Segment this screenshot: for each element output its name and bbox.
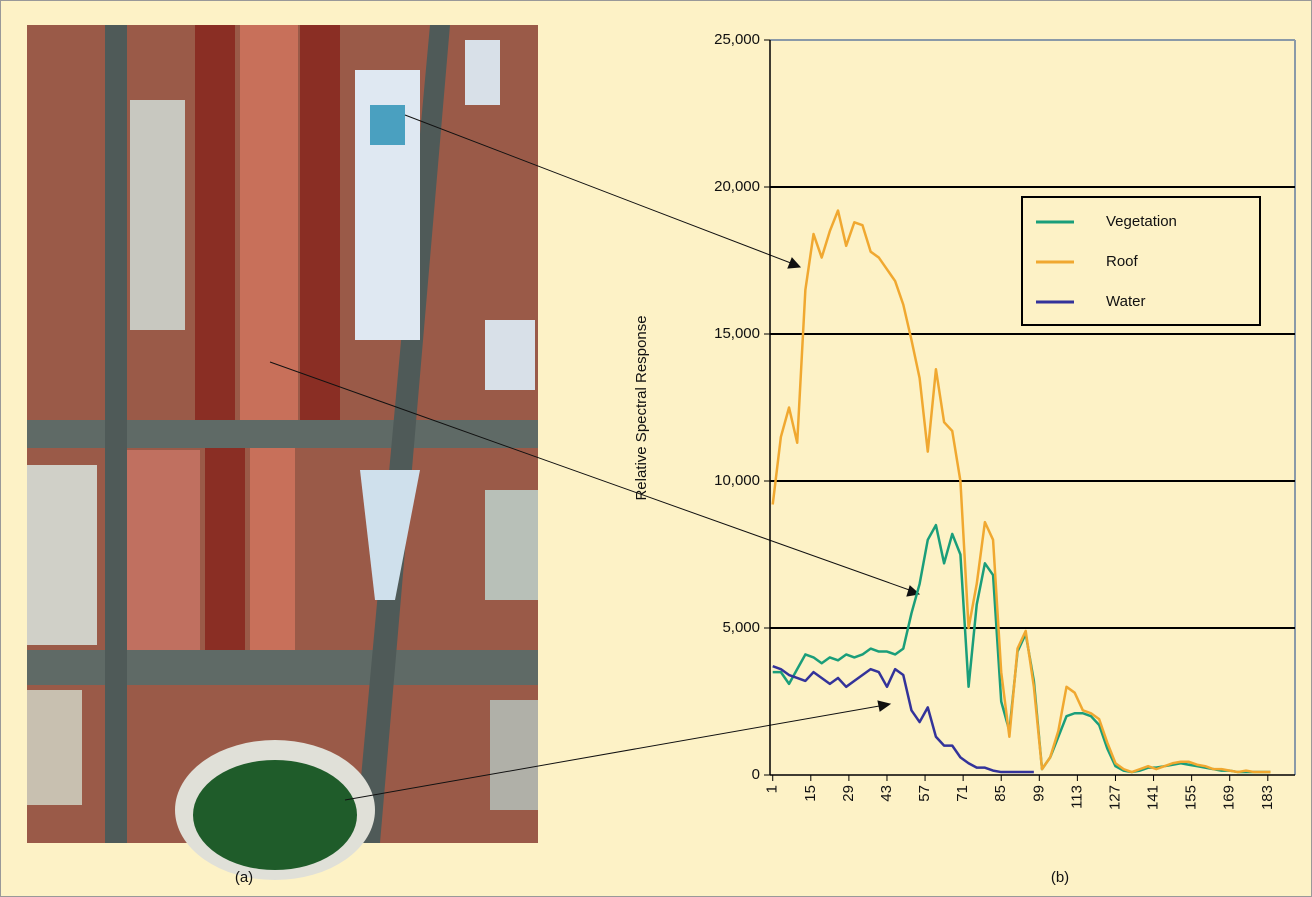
x-tick-label: 29 [840,785,857,802]
y-tick-label: 15,000 [714,325,760,342]
x-tick-label: 71 [954,785,971,802]
legend-label: Roof [1106,253,1139,270]
aerial-image [27,25,538,880]
x-tick-label: 1 [764,785,781,793]
x-tick-label: 183 [1259,785,1276,810]
x-tick-label: 57 [916,785,933,802]
x-tick-label: 43 [878,785,895,802]
x-tick-label: 127 [1106,785,1123,810]
panel-label: (b) [1051,869,1069,886]
legend-label: Water [1106,293,1145,310]
y-tick-label: 20,000 [714,178,760,195]
x-tick-label: 141 [1145,785,1162,810]
y-axis-label: Relative Spectral Response [633,315,650,500]
y-tick-label: 5,000 [722,619,760,636]
x-tick-label: 85 [992,785,1009,802]
y-tick-label: 25,000 [714,31,760,48]
figure-canvas: (a) (b) Relative Spectral Response 0 5,00… [0,0,1312,897]
panel-label: (a) [235,869,253,886]
x-tick-label: 113 [1068,785,1085,809]
figure: (a) (b) Relative Spectral Response 0 5,00… [0,0,1312,897]
x-tick-label: 15 [802,785,819,802]
legend-label: Vegetation [1106,213,1177,230]
y-tick-label: 10,000 [714,472,760,489]
y-tick-label: 0 [752,766,760,783]
x-tick-label: 155 [1183,785,1200,810]
x-tick-label: 169 [1221,785,1238,810]
x-tick-label: 99 [1030,785,1047,802]
